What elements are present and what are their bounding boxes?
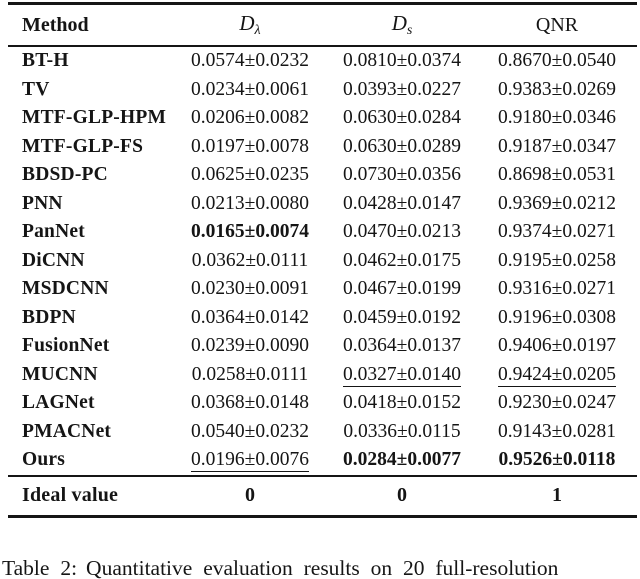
value-cell: 0.0364±0.0137 bbox=[343, 335, 461, 357]
ideal-value-section: Ideal value 0 0 1 bbox=[8, 475, 637, 516]
table-row: FusionNet 0.0239±0.0090 0.0364±0.0137 0.940… bbox=[8, 332, 637, 361]
table-row: DiCNN 0.0362±0.0111 0.0462±0.0175 0.9195±0.… bbox=[8, 247, 637, 276]
value-cell: 0.0630±0.0289 bbox=[343, 135, 461, 157]
table-caption-label: Table 2: bbox=[2, 556, 78, 579]
value-cell: 0.9316±0.0271 bbox=[498, 278, 616, 300]
value-cell: 0.0467±0.0199 bbox=[343, 278, 461, 300]
value-cell: 0.0470±0.0213 bbox=[343, 221, 461, 243]
method-cell: LAGNet bbox=[22, 392, 95, 414]
table-row: Ours 0.0196±0.0076 0.0284±0.0077 0.9526±0.0… bbox=[8, 446, 637, 476]
value-cell: 0.9374±0.0271 bbox=[498, 221, 616, 243]
method-cell: PMACNet bbox=[22, 420, 112, 442]
method-cell: MTF-GLP-HPM bbox=[22, 107, 167, 129]
method-cell: MTF-GLP-FS bbox=[22, 135, 144, 157]
table-row: PMACNet 0.0540±0.0232 0.0336±0.0115 0.9143±… bbox=[8, 418, 637, 447]
value-cell: 0.0239±0.0090 bbox=[191, 335, 309, 357]
results-table-body: BT-H 0.0574±0.0232 0.0810±0.0374 0.8670±0.0… bbox=[8, 46, 637, 476]
ideal-value-row: Ideal value 0 0 1 bbox=[8, 475, 637, 516]
method-cell: BDPN bbox=[22, 306, 76, 328]
value-cell: 0.0196±0.0076 bbox=[191, 449, 309, 473]
column-header-d-s: Ds bbox=[327, 4, 477, 47]
table-row: LAGNet 0.0368±0.0148 0.0418±0.0152 0.9230±0… bbox=[8, 389, 637, 418]
value-cell: 0.0206±0.0082 bbox=[191, 107, 309, 129]
method-cell: MUCNN bbox=[22, 363, 98, 385]
d-lambda-subscript: λ bbox=[254, 23, 261, 38]
value-cell: 0.9195±0.0258 bbox=[498, 249, 616, 271]
value-cell: 0.0459±0.0192 bbox=[343, 306, 461, 328]
ideal-value-label: Ideal value bbox=[22, 484, 119, 506]
d-s-subscript: s bbox=[406, 23, 413, 38]
table-row: TV 0.0234±0.0061 0.0393±0.0227 0.9383±0.026… bbox=[8, 76, 637, 105]
table-row: MTF-GLP-HPM 0.0206±0.0082 0.0630±0.0284 0.9… bbox=[8, 104, 637, 133]
table-row: MUCNN 0.0258±0.0111 0.0327±0.0140 0.9424±0.… bbox=[8, 361, 637, 390]
value-cell: 0.0364±0.0142 bbox=[191, 306, 309, 328]
method-cell: BT-H bbox=[22, 50, 69, 72]
table-row: BDSD-PC 0.0625±0.0235 0.0730±0.0356 0.8698±… bbox=[8, 161, 637, 190]
table-row: MSDCNN 0.0230±0.0091 0.0467±0.0199 0.9316±0… bbox=[8, 275, 637, 304]
table-row: PNN 0.0213±0.0080 0.0428±0.0147 0.9369±0.02… bbox=[8, 190, 637, 219]
column-header-d-lambda: Dλ bbox=[173, 4, 327, 47]
value-cell: 0.0327±0.0140 bbox=[343, 363, 461, 387]
method-cell: DiCNN bbox=[22, 249, 85, 271]
method-cell: TV bbox=[22, 78, 50, 100]
value-cell: 0.9180±0.0346 bbox=[498, 107, 616, 129]
value-cell: 0.0258±0.0111 bbox=[191, 363, 309, 385]
value-cell: 0.0574±0.0232 bbox=[191, 50, 309, 72]
value-cell: 0.0630±0.0284 bbox=[343, 107, 461, 129]
value-cell: 0.0234±0.0061 bbox=[191, 78, 309, 100]
value-cell: 0.0230±0.0091 bbox=[191, 278, 309, 300]
results-table: Method Dλ Ds QNR BT-H 0.0574±0.0232 0.0810… bbox=[8, 2, 637, 518]
value-cell: 0.0462±0.0175 bbox=[343, 249, 461, 271]
method-cell: PNN bbox=[22, 192, 63, 214]
method-cell: Ours bbox=[22, 449, 66, 471]
value-cell: 0.0540±0.0232 bbox=[191, 420, 309, 442]
value-cell: 0.9230±0.0247 bbox=[498, 392, 616, 414]
value-cell: 0.9187±0.0347 bbox=[498, 135, 616, 157]
header-row: Method Dλ Ds QNR bbox=[8, 4, 637, 47]
method-cell: MSDCNN bbox=[22, 278, 109, 300]
value-cell: 0.0368±0.0148 bbox=[191, 392, 309, 414]
value-cell: 0.0284±0.0077 bbox=[343, 449, 461, 471]
value-cell: 0.9143±0.0281 bbox=[498, 420, 616, 442]
method-cell: FusionNet bbox=[22, 335, 110, 357]
value-cell: 0.8670±0.0540 bbox=[498, 50, 616, 72]
table-caption-text: Quantitative evaluation results on 20 fu… bbox=[86, 556, 559, 579]
ideal-d-s-value: 0 bbox=[397, 484, 407, 506]
value-cell: 0.0165±0.0074 bbox=[191, 221, 309, 243]
value-cell: 0.8698±0.0531 bbox=[498, 164, 616, 186]
value-cell: 0.0362±0.0111 bbox=[191, 249, 309, 271]
d-lambda-symbol: D bbox=[239, 11, 255, 35]
value-cell: 0.9526±0.0118 bbox=[498, 449, 616, 471]
ideal-d-lambda-value: 0 bbox=[245, 484, 255, 506]
table-caption: Table 2: Quantitative evaluation results … bbox=[2, 556, 640, 579]
value-cell: 0.9406±0.0197 bbox=[498, 335, 616, 357]
ideal-qnr-value: 1 bbox=[552, 484, 562, 506]
value-cell: 0.0197±0.0078 bbox=[191, 135, 309, 157]
method-cell: PanNet bbox=[22, 221, 85, 243]
value-cell: 0.0213±0.0080 bbox=[191, 192, 309, 214]
value-cell: 0.9383±0.0269 bbox=[498, 78, 616, 100]
table-row: BT-H 0.0574±0.0232 0.0810±0.0374 0.8670±0.0… bbox=[8, 46, 637, 76]
value-cell: 0.9424±0.0205 bbox=[498, 363, 616, 387]
value-cell: 0.0336±0.0115 bbox=[343, 420, 461, 442]
table-row: MTF-GLP-FS 0.0197±0.0078 0.0630±0.0289 0.91… bbox=[8, 133, 637, 162]
value-cell: 0.9369±0.0212 bbox=[498, 192, 616, 214]
value-cell: 0.0428±0.0147 bbox=[343, 192, 461, 214]
table-row: BDPN 0.0364±0.0142 0.0459±0.0192 0.9196±0.0… bbox=[8, 304, 637, 333]
value-cell: 0.0810±0.0374 bbox=[343, 50, 461, 72]
column-header-qnr: QNR bbox=[535, 13, 579, 36]
column-header-method: Method bbox=[22, 13, 89, 36]
value-cell: 0.0625±0.0235 bbox=[191, 164, 309, 186]
value-cell: 0.9196±0.0308 bbox=[498, 306, 616, 328]
d-s-symbol: D bbox=[391, 11, 407, 35]
value-cell: 0.0393±0.0227 bbox=[343, 78, 461, 100]
value-cell: 0.0730±0.0356 bbox=[343, 164, 461, 186]
method-cell: BDSD-PC bbox=[22, 164, 108, 186]
table-row: PanNet 0.0165±0.0074 0.0470±0.0213 0.9374±0… bbox=[8, 218, 637, 247]
value-cell: 0.0418±0.0152 bbox=[343, 392, 461, 414]
table-header: Method Dλ Ds QNR bbox=[8, 4, 637, 47]
